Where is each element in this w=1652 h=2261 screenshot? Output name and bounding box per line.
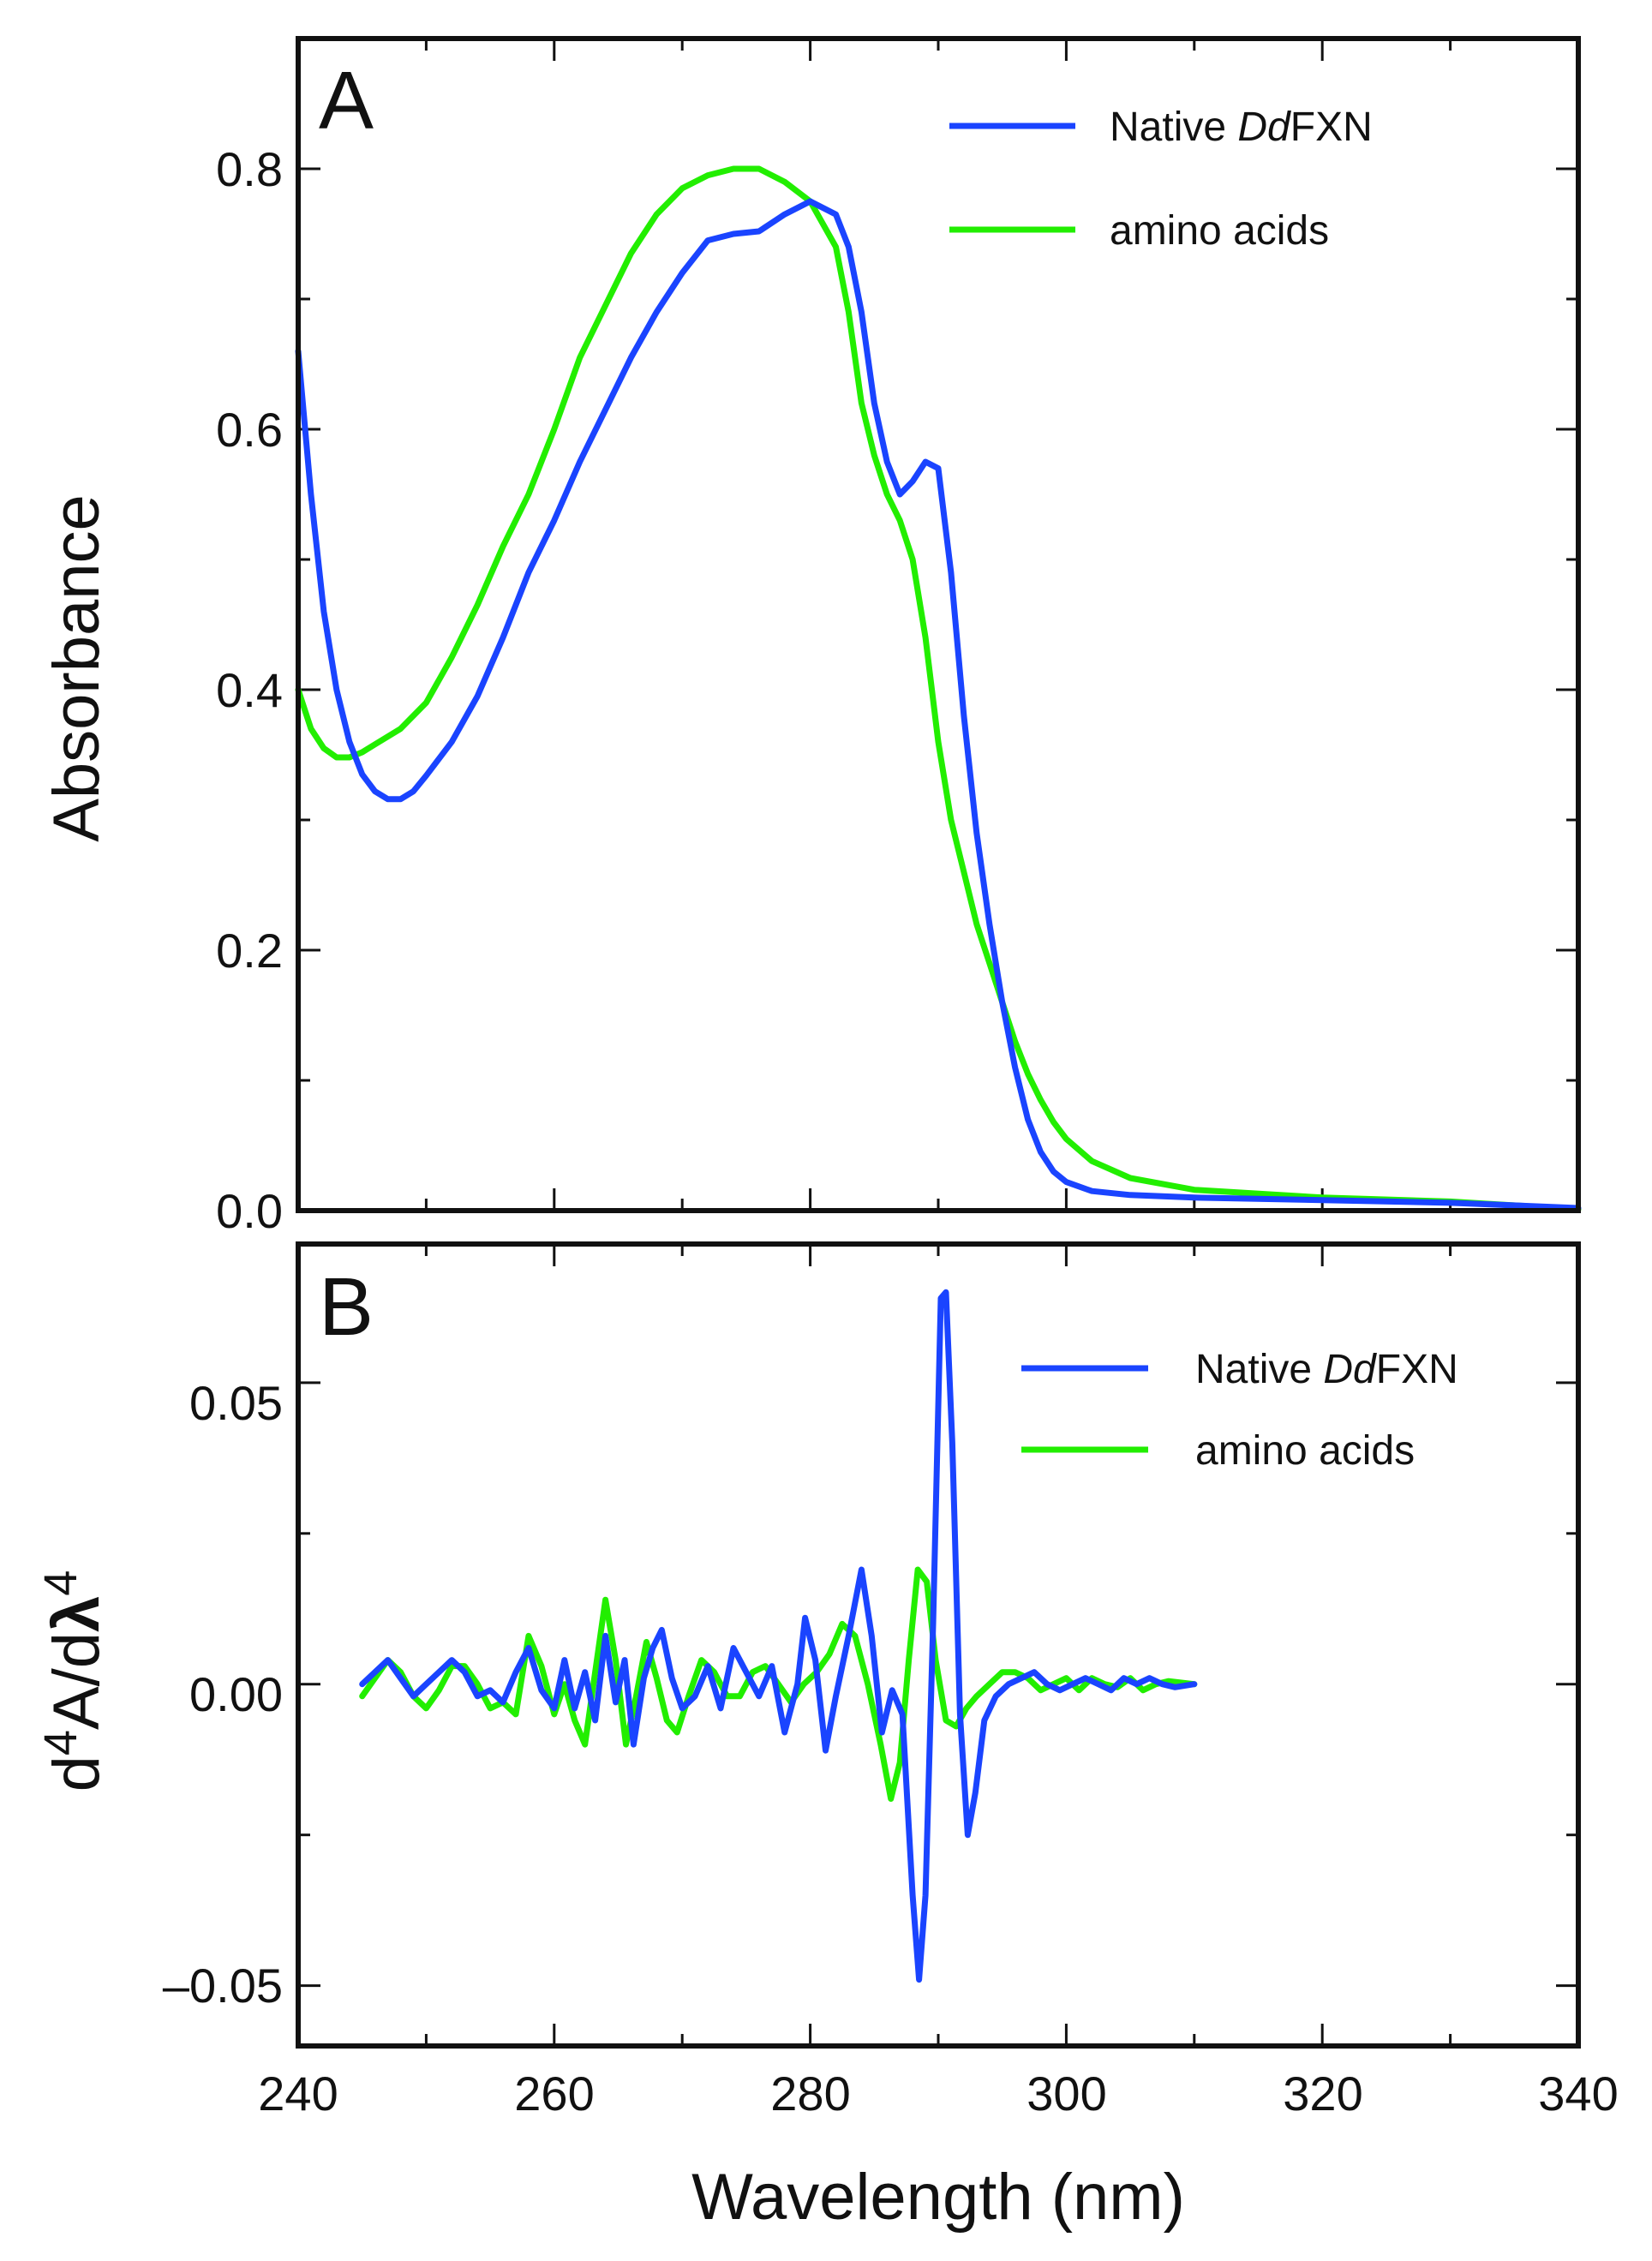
legend-label-amino-acids: amino acids	[1195, 1428, 1415, 1474]
legend-label-amino-acids: amino acids	[1110, 208, 1329, 254]
x-tick-label: 340	[1538, 2067, 1618, 2120]
panel-a-y-tick-label: 0.6	[216, 403, 283, 457]
panel-a-y-tick-labels: 0.0 0.2 0.4 0.6 0.8	[216, 142, 283, 1238]
legend-label-part: FXN	[1376, 1347, 1458, 1392]
panel-a-y-tick-label: 0.8	[216, 142, 283, 196]
panel-b-y-axis-title: d4A/dλ4	[35, 1570, 113, 1792]
y-title-superscript: 4	[35, 1730, 87, 1756]
legend-label-native-ddfxn: Native DdFXN	[1110, 105, 1373, 150]
legend-label-part: FXN	[1290, 105, 1373, 150]
legend-label-part: Native	[1110, 105, 1237, 150]
panel-a-ticks	[296, 37, 1580, 1212]
panel-a-frame	[296, 36, 1581, 1213]
x-tick-label: 280	[770, 2067, 850, 2120]
x-tick-label: 320	[1283, 2067, 1362, 2120]
x-tick-labels: 240 260 280 300 320 340	[258, 2067, 1618, 2120]
panel-a-letter: A	[319, 55, 374, 147]
panel-a-legend: Native DdFXN amino acids	[949, 105, 1373, 254]
legend-label-native-ddfxn: Native DdFXN	[1195, 1347, 1458, 1392]
panel-a-y-tick-label: 0.2	[216, 924, 283, 978]
panel-b-series	[359, 1289, 1198, 1983]
panel-b-y-tick-label: 0.05	[189, 1376, 283, 1430]
series-line-native-ddfxn	[359, 1289, 1198, 1983]
panel-b-y-tick-label: –0.05	[163, 1959, 283, 2013]
panel-a-y-axis-title: Absorbance	[40, 494, 113, 842]
panel-b: B –0.05 0.00 0.05 d4A/dλ4 Native DdFXN a…	[35, 1241, 1619, 2234]
legend-label-part: amino acids	[1110, 208, 1329, 254]
x-tick-label: 240	[258, 2067, 338, 2120]
y-title-part: A/d	[40, 1632, 113, 1730]
panel-a-series	[295, 165, 1582, 1212]
legend-label-part: Native	[1195, 1347, 1323, 1392]
x-tick-label: 260	[514, 2067, 594, 2120]
x-tick-label: 300	[1027, 2067, 1106, 2120]
series-line-amino-acids	[295, 165, 1582, 1212]
legend-label-italic-part: Dd	[1237, 105, 1291, 150]
panel-b-frame	[296, 1241, 1581, 2049]
panel-a-y-tick-label: 0.4	[216, 663, 283, 717]
y-title-superscript: 4	[35, 1570, 87, 1596]
legend-label-italic-part: Dd	[1323, 1347, 1377, 1392]
panel-b-letter: B	[319, 1261, 374, 1353]
y-title-lambda: λ	[40, 1596, 113, 1632]
panel-b-y-tick-labels: –0.05 0.00 0.05	[163, 1376, 283, 2013]
series-line-native-ddfxn	[295, 198, 1582, 1211]
x-axis-title: Wavelength (nm)	[691, 2161, 1185, 2234]
panel-a-y-tick-label: 0.0	[216, 1184, 283, 1238]
legend-label-part: amino acids	[1195, 1428, 1415, 1474]
panel-b-y-tick-label: 0.00	[189, 1667, 283, 1721]
y-title-part: d	[40, 1756, 113, 1791]
panel-b-legend: Native DdFXN amino acids	[1021, 1347, 1458, 1474]
panel-a: A 0.0 0.2 0.4 0.6 0.8 Absorbance Native …	[40, 36, 1582, 1238]
